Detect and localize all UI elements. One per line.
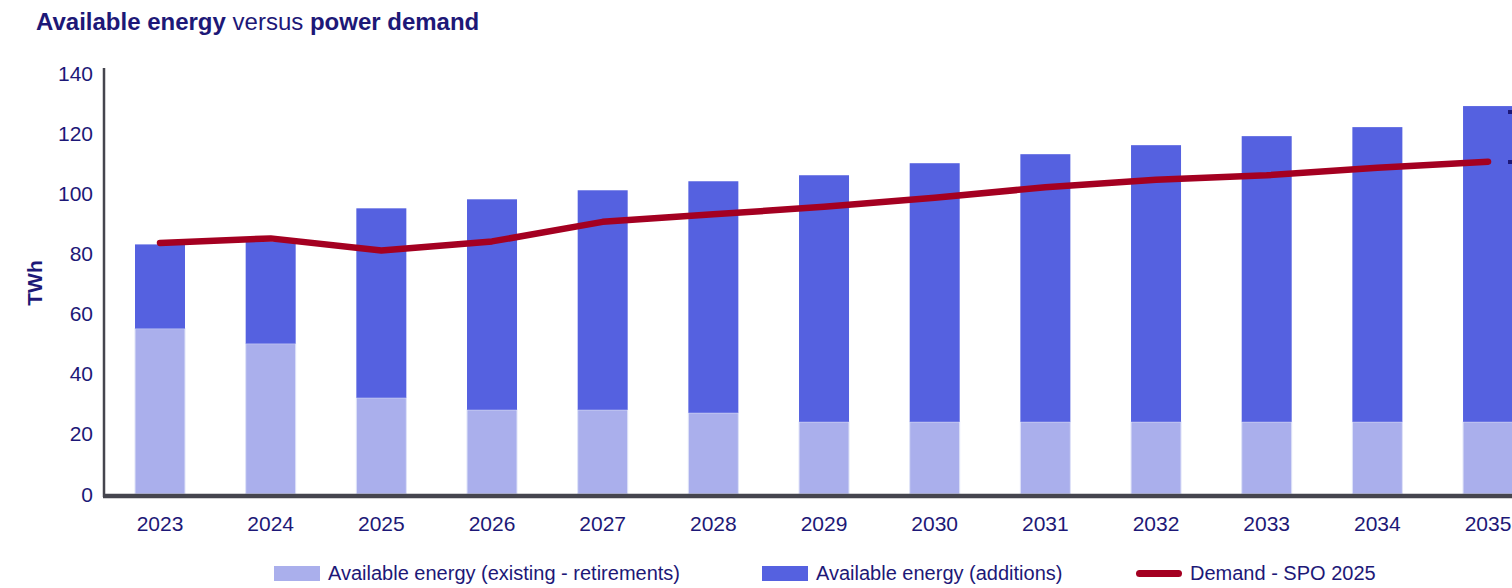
legend-label-existing: Available energy (existing - retirements… [328,562,680,585]
x-tick-label-2030: 2030 [911,512,958,535]
y-tick-label-140: 140 [58,62,93,85]
y-tick-label-100: 100 [58,182,93,205]
legend-swatch-additions [762,566,808,581]
clipped-edge-mark-top [1508,110,1512,114]
bar-segment-existing-2025 [356,398,406,494]
bar-segment-existing-2035 [1463,422,1512,494]
y-axis-title: TWh [23,260,46,305]
x-tick-label-2033: 2033 [1243,512,1290,535]
x-tick-label-2029: 2029 [801,512,848,535]
bar-segment-existing-2034 [1352,422,1402,494]
x-tick-label-2034: 2034 [1354,512,1401,535]
x-tick-label-2032: 2032 [1133,512,1180,535]
bar-segment-existing-2023 [135,329,185,494]
legend-label-demand: Demand - SPO 2025 [1190,562,1376,585]
x-tick-label-2023: 2023 [137,512,184,535]
legend-item-existing: Available energy (existing - retirements… [274,561,680,585]
bar-segment-additions-2032 [1131,145,1181,422]
chart-canvas: 0 20 40 60 80 100 120 140 TWh 2023 2024 2025 2026 202… [0,0,1512,588]
bar-segment-additions-2024 [246,241,296,343]
chart-legend: Available energy (existing - retirements… [0,561,1512,588]
bar-segment-additions-2031 [1020,154,1070,422]
bar-segment-existing-2024 [246,344,296,494]
clipped-edge-mark-bottom [1508,160,1512,164]
bar-segment-existing-2029 [799,422,849,494]
y-tick-label-120: 120 [58,122,93,145]
legend-label-additions: Available energy (additions) [816,562,1062,585]
bar-segment-additions-2035 [1463,106,1512,422]
bar-segment-additions-2026 [467,199,517,409]
x-tick-label-2024: 2024 [247,512,294,535]
bar-segment-additions-2023 [135,244,185,328]
legend-item-demand: Demand - SPO 2025 [1136,561,1376,585]
y-tick-label-80: 80 [70,242,93,265]
legend-item-additions: Available energy (additions) [762,561,1062,585]
x-tick-label-2028: 2028 [690,512,737,535]
y-tick-label-20: 20 [70,422,93,445]
bar-segment-existing-2031 [1020,422,1070,494]
y-tick-label-40: 40 [70,362,93,385]
x-tick-label-2035: 2035 [1465,512,1512,535]
bar-segment-existing-2032 [1131,422,1181,494]
bar-segment-existing-2026 [467,410,517,494]
bar-segment-existing-2028 [688,413,738,494]
bar-segment-additions-2025 [356,208,406,397]
bar-segment-additions-2029 [799,175,849,422]
chart-page: Available energy versus power demand 020… [0,0,1512,588]
y-tick-label-60: 60 [70,302,93,325]
x-tick-label-2027: 2027 [579,512,626,535]
x-tick-label-2025: 2025 [358,512,405,535]
x-tick-label-2026: 2026 [469,512,516,535]
bar-segment-existing-2027 [578,410,628,494]
bar-segment-existing-2030 [910,422,960,494]
x-tick-label-2031: 2031 [1022,512,1069,535]
legend-swatch-demand-line [1136,570,1182,577]
legend-swatch-existing [274,566,320,581]
bar-segment-existing-2033 [1242,422,1292,494]
y-tick-label-0: 0 [81,483,93,506]
